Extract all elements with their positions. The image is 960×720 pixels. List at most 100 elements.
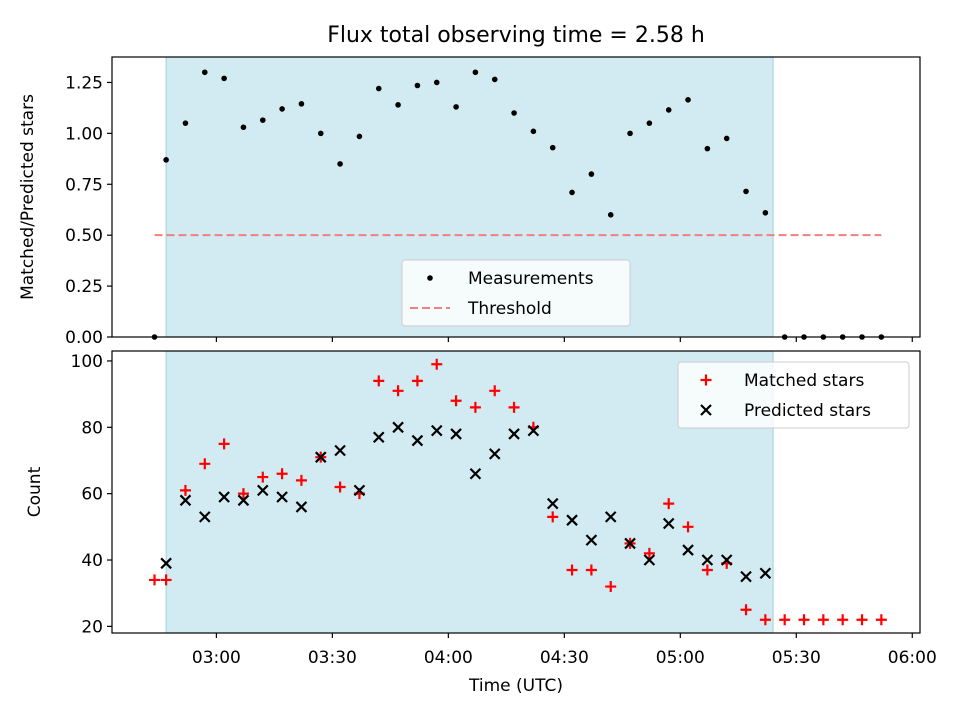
matched-stars-point <box>508 401 520 413</box>
y-tick-label: 1.00 <box>65 124 103 144</box>
measurements-point <box>395 102 401 108</box>
y-tick-label: 0.75 <box>65 175 103 195</box>
x-tick-label: 05:00 <box>656 648 705 668</box>
y-tick-label: 20 <box>81 617 103 637</box>
matched-stars-point <box>682 521 694 533</box>
x-tick-label: 04:00 <box>424 648 473 668</box>
measurements-point <box>472 69 479 76</box>
legend-label: Threshold <box>467 299 552 319</box>
y-tick-label: 60 <box>81 485 103 505</box>
predicted-stars-point <box>295 501 308 513</box>
matched-stars-point <box>334 481 346 493</box>
y-tick-label: 0.50 <box>65 226 103 246</box>
legend-box <box>401 259 631 327</box>
measurements-point <box>317 130 324 137</box>
matched-stars-point <box>373 375 385 387</box>
matched-stars-point <box>566 564 578 576</box>
x-tick-label: 03:30 <box>308 648 357 668</box>
star-count-panel: 20 40 60 80 100 03:00 03:30 04:00 04:30 05:00 05:3… <box>25 350 937 668</box>
matched-stars-point <box>295 474 307 486</box>
legend-label: Measurements <box>468 269 594 289</box>
predicted-stars-point <box>334 444 346 457</box>
x-tick-label: 05:30 <box>772 648 821 668</box>
legend-box <box>677 361 910 429</box>
matched-stars-point <box>392 385 404 397</box>
predicted-stars-point <box>624 537 636 550</box>
y-axis-label: Matched/Predicted stars <box>18 94 38 300</box>
matched-stars-point <box>837 614 849 626</box>
predicted-stars-point <box>740 570 752 583</box>
predicted-stars-point <box>314 451 327 463</box>
matched-stars-point <box>643 547 655 559</box>
measurements-point <box>723 135 730 142</box>
predicted-stars-point <box>585 534 598 546</box>
measurements-point <box>453 104 459 110</box>
matched-stars-point <box>431 358 443 370</box>
matched-stars-point <box>179 484 191 496</box>
matched-stars-point <box>160 574 172 586</box>
legend-label: Matched stars <box>744 371 864 391</box>
measurements-point <box>375 85 382 92</box>
measurements-point <box>627 130 633 137</box>
matched-stars-point <box>856 614 868 626</box>
predicted-stars-point <box>720 554 733 566</box>
matched-stars-point <box>411 375 423 387</box>
matched-stars-point <box>469 401 481 413</box>
predicted-stars-point <box>566 514 578 526</box>
y-tick-label: 1.25 <box>65 73 103 93</box>
plot-frame <box>111 56 921 338</box>
predicted-stars-point <box>430 424 443 437</box>
predicted-stars-point <box>701 554 714 566</box>
matched-stars-point <box>149 574 161 586</box>
measurements-point <box>685 96 691 103</box>
matched-stars-point <box>875 614 887 626</box>
matched-stars-point <box>798 614 810 626</box>
y-tick-label: 80 <box>81 418 103 438</box>
measurements-point <box>704 145 711 152</box>
measurements-point <box>530 128 537 135</box>
chart-title: Flux total observing time = 2.58 h <box>327 23 705 48</box>
measurements-point <box>356 133 363 140</box>
legend-label: Predicted stars <box>744 401 871 421</box>
predicted-stars-point <box>353 484 366 497</box>
matched-stars-point <box>585 564 597 576</box>
predicted-stars-point <box>469 467 482 480</box>
predicted-stars-point <box>546 497 559 510</box>
measurements-point <box>298 101 305 107</box>
matched-stars-point <box>663 498 675 510</box>
measurements-point <box>240 124 247 131</box>
measurements-point <box>414 82 421 89</box>
predicted-stars-point <box>488 448 501 460</box>
predicted-stars-point <box>237 494 250 507</box>
legend-marker <box>700 374 712 386</box>
predicted-stars-point <box>411 434 424 447</box>
measurements-point <box>163 157 169 163</box>
predicted-stars-point <box>662 517 675 530</box>
matched-stars-point <box>489 385 501 397</box>
plot-frame <box>111 350 921 634</box>
matched-stars-point <box>218 438 230 450</box>
predicted-stars-point <box>643 554 656 566</box>
predicted-stars-point <box>256 484 269 497</box>
matched-stars-point <box>257 471 269 483</box>
measurements-point <box>182 120 189 126</box>
measurements-point <box>279 106 285 112</box>
x-axis-label: Time (UTC) <box>468 676 563 696</box>
predicted-stars-point <box>527 424 540 437</box>
measurements-point <box>665 107 672 113</box>
measurements-point <box>511 110 517 116</box>
matched-stars-point <box>199 458 211 470</box>
measurements-point <box>762 209 769 216</box>
y-tick-label: 100 <box>71 352 103 372</box>
y-tick-label: 40 <box>81 551 103 571</box>
measurements-point <box>259 117 266 123</box>
predicted-stars-point <box>199 511 211 523</box>
predicted-stars-point <box>604 511 617 523</box>
matched-stars-point <box>817 614 829 626</box>
matched-stars-point <box>276 468 288 480</box>
matched-stars-point <box>779 614 791 626</box>
measurements-point <box>646 120 653 126</box>
y-tick-label: 0.00 <box>65 328 103 348</box>
measurements-point <box>569 189 575 196</box>
